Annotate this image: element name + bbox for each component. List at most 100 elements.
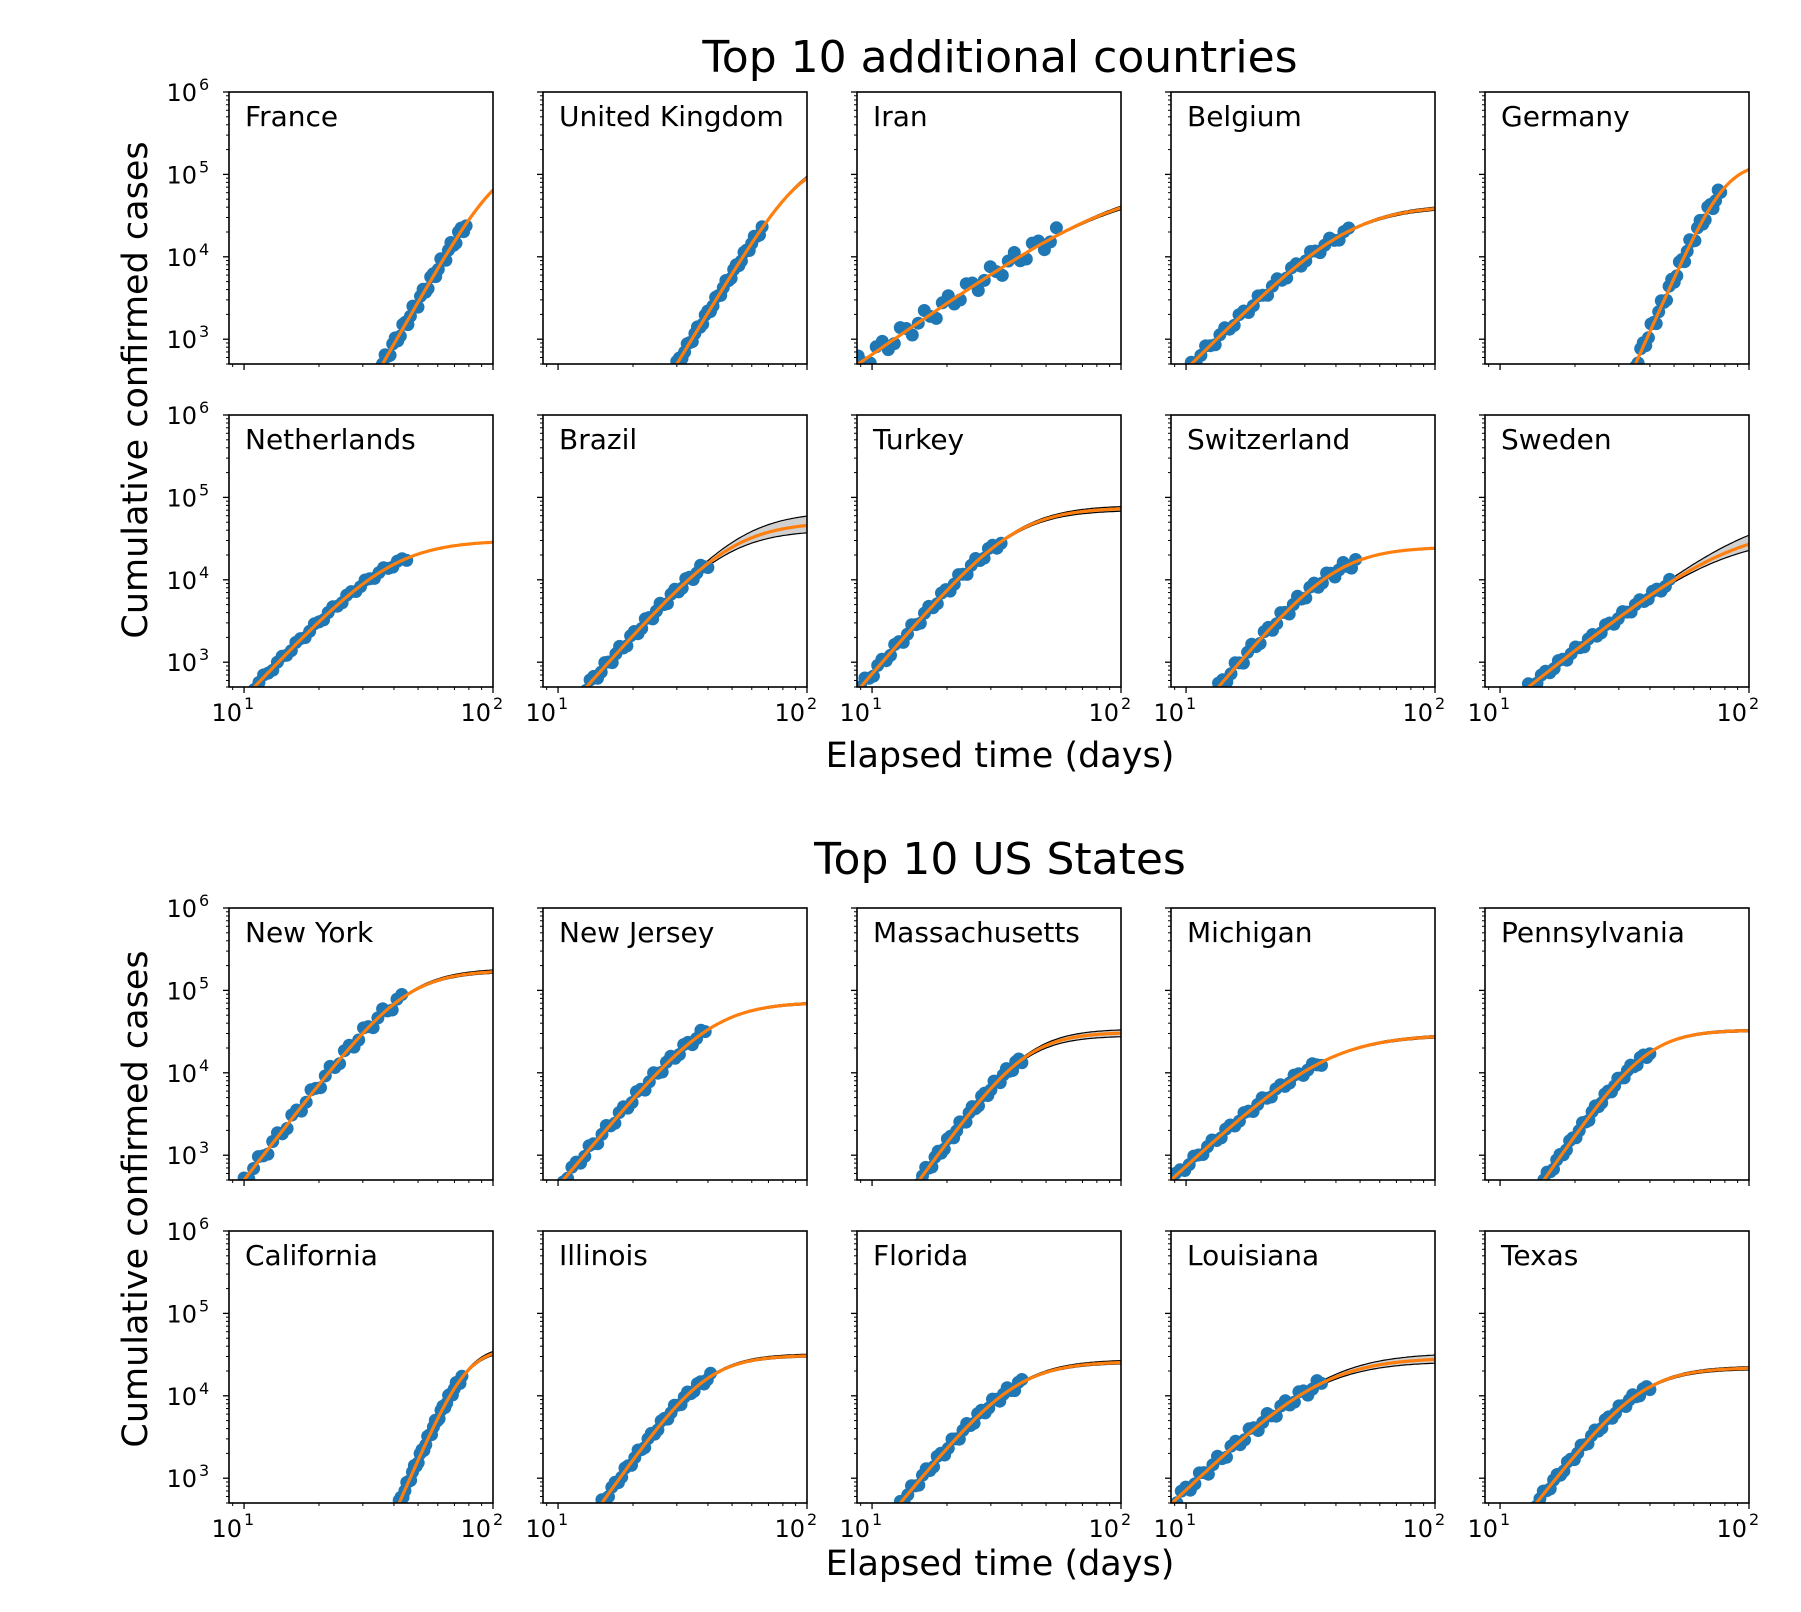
y-axis-label-states: Cumulative confirmed cases <box>116 950 156 1447</box>
y-tick-label: 10 <box>166 895 197 923</box>
x-tick-exponent: 2 <box>1435 1510 1445 1529</box>
fit-line <box>674 176 807 364</box>
panel-frame <box>542 1230 808 1504</box>
y-tick-label: 10 <box>166 1300 197 1328</box>
x-tick-label: 10 <box>774 1515 805 1543</box>
panel-frame <box>1170 414 1436 688</box>
x-tick-label: 10 <box>1154 699 1185 727</box>
fit-line <box>1525 542 1749 687</box>
plot-area <box>893 1360 1121 1503</box>
plot-area <box>914 1029 1121 1180</box>
x-tick-label: 10 <box>1716 1515 1747 1543</box>
x-tick-exponent: 2 <box>807 694 817 713</box>
data-point <box>1663 572 1677 586</box>
panel-frame <box>228 907 494 1181</box>
panel-brazil: 10 1 10 2 <box>526 414 817 727</box>
y-tick-exponent: 5 <box>199 1296 209 1315</box>
panel-background <box>543 908 807 1180</box>
data-point <box>1227 318 1241 332</box>
data-point <box>333 1057 347 1071</box>
fit-line <box>1534 1366 1749 1503</box>
fit-line <box>1171 1357 1435 1503</box>
panel-title: Germany <box>1501 100 1630 133</box>
data-point <box>655 1065 669 1079</box>
panel-frame <box>542 414 808 688</box>
panel-sweden: 10 1 10 2 <box>1468 414 1759 727</box>
y-tick-exponent: 6 <box>199 75 209 94</box>
x-tick-label: 10 <box>1468 699 1499 727</box>
plot-area <box>1521 534 1749 687</box>
x-tick-exponent: 2 <box>1749 694 1759 713</box>
data-point <box>704 1366 718 1380</box>
y-tick-label: 10 <box>166 1142 197 1170</box>
fit-line <box>1189 207 1435 364</box>
data-point <box>905 328 919 342</box>
plot-area <box>237 969 493 1180</box>
title-layer: Top 10 additional countries Top 10 US St… <box>116 32 1298 1584</box>
panel-background <box>543 1231 807 1503</box>
data-point <box>930 597 944 611</box>
x-tick-exponent: 2 <box>493 694 503 713</box>
y-tick-label: 10 <box>166 326 197 354</box>
group-title-countries: Top 10 additional countries <box>701 32 1297 83</box>
uncertainty-band <box>586 516 807 687</box>
panel-background <box>229 92 493 364</box>
plot-area <box>248 540 493 687</box>
panel-title: Massachusetts <box>873 916 1080 949</box>
y-tick-label: 10 <box>166 1060 197 1088</box>
data-point <box>1049 221 1063 235</box>
fit-line <box>1216 546 1435 687</box>
y-tick-exponent: 5 <box>199 480 209 499</box>
panel-united-kingdom <box>537 91 808 370</box>
x-tick-label: 10 <box>774 699 805 727</box>
panels-layer: 10 310 410 510 610 310 410 510 610 1 10 2 10 1 10 2 10 1 1… <box>166 75 1759 1543</box>
fit-line <box>1171 1035 1435 1180</box>
x-tick-label: 10 <box>1402 1515 1433 1543</box>
panel-frame <box>1484 414 1750 688</box>
panel-switzerland: 10 1 10 2 <box>1154 414 1445 727</box>
panel-title: Texas <box>1500 1239 1578 1272</box>
data-point <box>913 616 927 630</box>
panel-florida: 10 1 10 2 <box>840 1230 1131 1543</box>
y-tick-label: 10 <box>166 402 197 430</box>
panel-background <box>1485 1231 1749 1503</box>
panel-iran <box>851 91 1122 370</box>
data-point <box>620 639 634 653</box>
panel-frame <box>1170 907 1436 1181</box>
data-point <box>608 1116 622 1130</box>
panel-background <box>543 415 807 687</box>
y-tick-exponent: 4 <box>199 563 209 582</box>
x-tick-exponent: 2 <box>1121 694 1131 713</box>
data-point <box>280 1122 294 1135</box>
panel-turkey: 10 1 10 2 <box>840 414 1131 727</box>
y-tick-label: 10 <box>166 161 197 189</box>
x-tick-exponent: 1 <box>1186 694 1196 713</box>
data-point <box>866 669 880 683</box>
y-tick-label: 10 <box>166 244 197 272</box>
y-tick-label: 10 <box>166 1383 197 1411</box>
x-tick-label: 10 <box>460 1515 491 1543</box>
data-point <box>261 1147 275 1161</box>
panel-belgium <box>1165 91 1436 370</box>
y-tick-exponent: 6 <box>199 891 209 910</box>
x-tick-exponent: 1 <box>1500 1510 1510 1529</box>
panel-frame <box>1484 91 1750 365</box>
panel-title: Pennsylvania <box>1501 916 1685 949</box>
plot-area <box>557 1002 807 1180</box>
panel-frame <box>1484 907 1750 1181</box>
panel-germany <box>1479 91 1750 370</box>
panel-frame <box>856 907 1122 1181</box>
y-tick-exponent: 5 <box>199 157 209 176</box>
panel-massachusetts <box>851 907 1122 1186</box>
x-tick-label: 10 <box>1154 1515 1185 1543</box>
plot-area <box>1629 168 1749 364</box>
data-point <box>1287 1395 1301 1409</box>
x-tick-exponent: 2 <box>807 1510 817 1529</box>
plot-area <box>1212 546 1435 687</box>
panel-title: United Kingdom <box>559 100 784 133</box>
panel-background <box>229 415 493 687</box>
plot-area <box>857 205 1121 364</box>
panel-michigan <box>1165 907 1436 1186</box>
